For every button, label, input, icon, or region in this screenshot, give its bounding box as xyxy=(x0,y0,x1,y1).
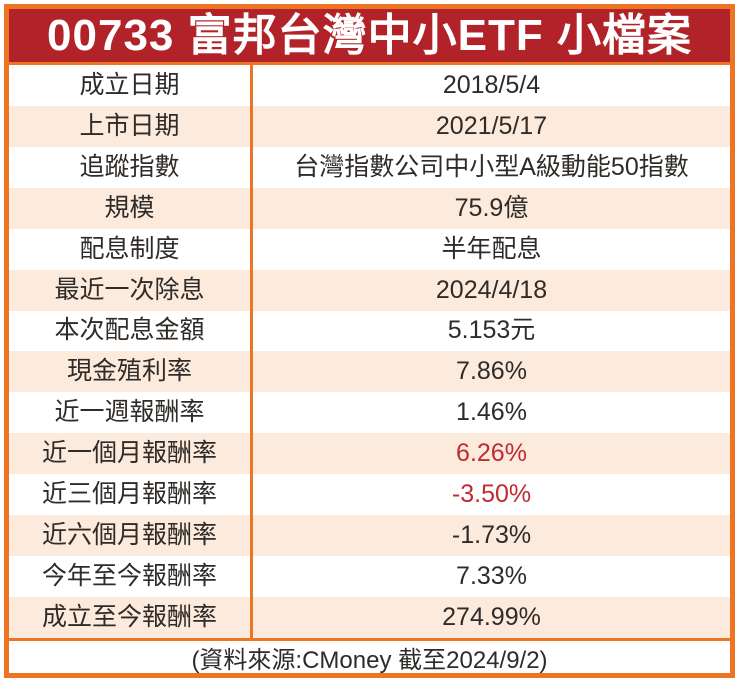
etf-profile-card: 00733 富邦台灣中小ETF 小檔案 成立日期 2018/5/4 上市日期 2… xyxy=(4,4,735,678)
card-footer: (資料來源:CMoney 截至2024/9/2) xyxy=(9,638,730,674)
row-label: 近三個月報酬率 xyxy=(9,474,253,516)
table-row: 追蹤指數 台灣指數公司中小型A級動能50指數 xyxy=(9,146,730,188)
row-label: 近六個月報酬率 xyxy=(9,515,253,557)
table-row: 規模 75.9億 xyxy=(9,187,730,229)
row-value: 台灣指數公司中小型A級動能50指數 xyxy=(294,152,689,181)
card-header: 00733 富邦台灣中小ETF 小檔案 xyxy=(9,9,730,65)
row-value: 2021/5/17 xyxy=(435,111,548,140)
profile-table: 成立日期 2018/5/4 上市日期 2021/5/17 追蹤指數 台灣指數公司… xyxy=(9,65,730,638)
table-row: 近一週報酬率 1.46% xyxy=(9,392,730,434)
table-row: 成立至今報酬率 274.99% xyxy=(9,596,730,638)
row-label: 成立至今報酬率 xyxy=(9,596,253,638)
row-value: 2024/4/18 xyxy=(435,275,548,304)
source-note: (資料來源:CMoney 截至2024/9/2) xyxy=(191,646,548,674)
row-label: 近一個月報酬率 xyxy=(9,433,253,475)
table-row: 本次配息金額 5.153元 xyxy=(9,310,730,352)
row-value: -3.50% xyxy=(451,480,532,509)
table-row: 上市日期 2021/5/17 xyxy=(9,105,730,147)
page-title: 00733 富邦台灣中小ETF 小檔案 xyxy=(47,10,692,60)
table-row: 近三個月報酬率 -3.50% xyxy=(9,474,730,516)
table-row: 現金殖利率 7.86% xyxy=(9,351,730,393)
table-row: 最近一次除息 2024/4/18 xyxy=(9,269,730,311)
table-row: 今年至今報酬率 7.33% xyxy=(9,556,730,597)
row-label: 本次配息金額 xyxy=(9,310,253,352)
row-label: 上市日期 xyxy=(9,105,253,147)
row-label: 近一週報酬率 xyxy=(9,392,253,434)
row-label: 配息制度 xyxy=(9,228,253,270)
row-value: 75.9億 xyxy=(454,193,529,222)
row-value: 1.46% xyxy=(456,398,527,427)
row-label: 成立日期 xyxy=(9,65,253,106)
table-row: 近一個月報酬率 6.26% xyxy=(9,433,730,475)
row-value: 7.33% xyxy=(456,562,527,591)
row-label: 今年至今報酬率 xyxy=(9,556,253,597)
row-value: 5.153元 xyxy=(447,316,536,345)
row-value: -1.73% xyxy=(451,521,532,550)
row-value: 6.26% xyxy=(456,439,527,468)
table-row: 配息制度 半年配息 xyxy=(9,228,730,270)
table-row: 成立日期 2018/5/4 xyxy=(9,65,730,106)
row-label: 現金殖利率 xyxy=(9,351,253,393)
row-label: 追蹤指數 xyxy=(9,146,253,188)
row-label: 最近一次除息 xyxy=(9,269,253,311)
row-label: 規模 xyxy=(9,187,253,229)
row-value: 2018/5/4 xyxy=(442,70,541,99)
row-value: 7.86% xyxy=(456,357,527,386)
table-row: 近六個月報酬率 -1.73% xyxy=(9,515,730,557)
row-value: 半年配息 xyxy=(441,234,542,263)
row-value: 274.99% xyxy=(442,602,541,631)
